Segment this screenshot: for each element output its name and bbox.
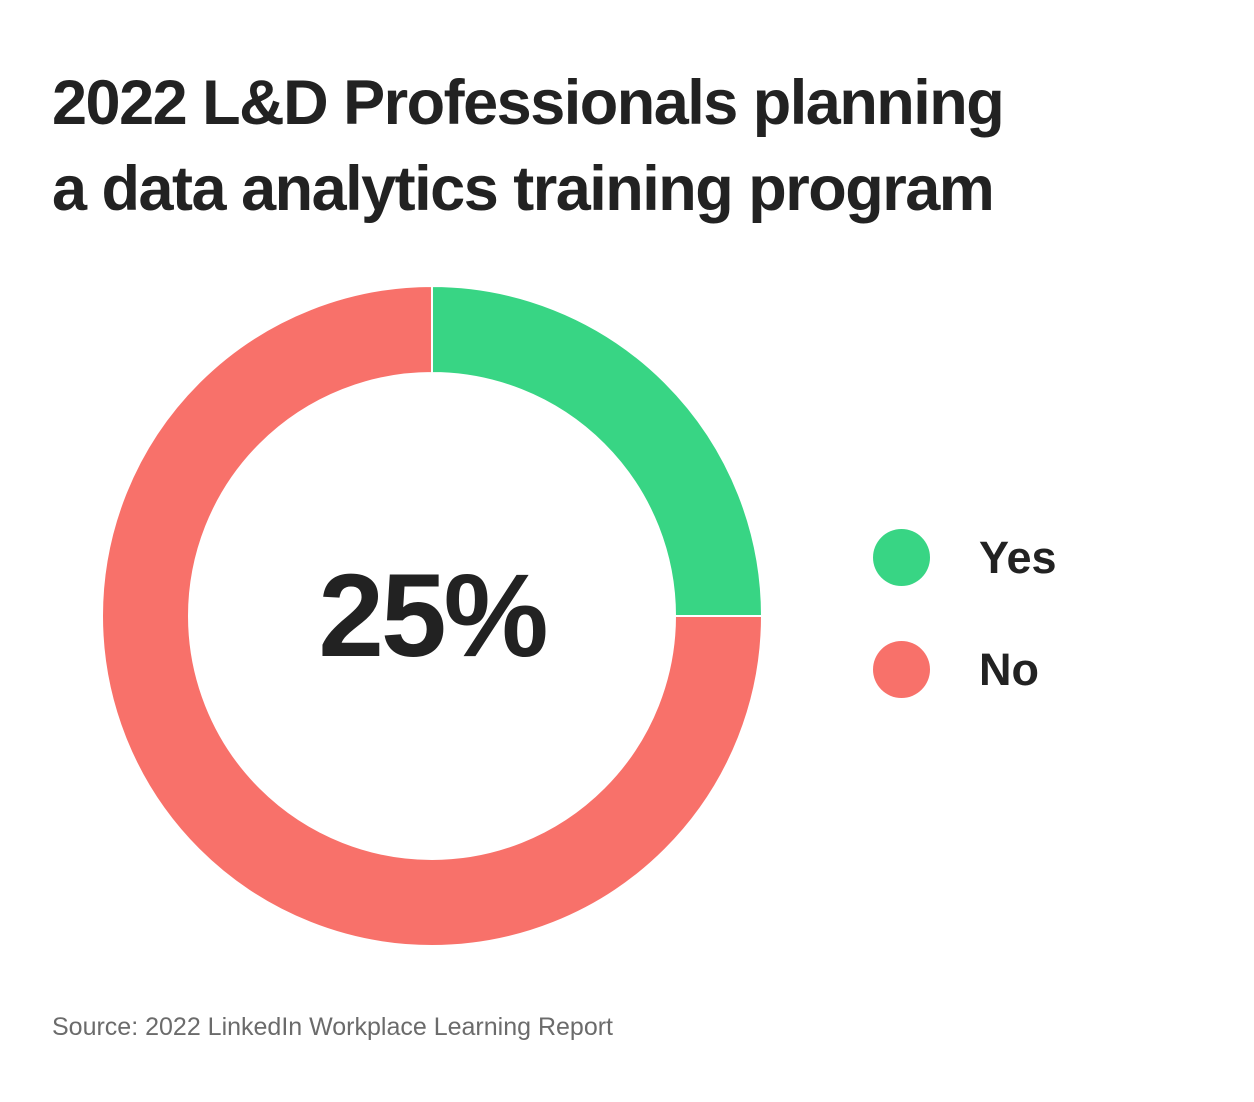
legend-swatch-no: [873, 641, 930, 698]
donut-slice-yes[interactable]: [431, 284, 764, 617]
chart-title-line-1: 2022 L&D Professionals planning: [52, 68, 1005, 138]
donut-slices: [101, 284, 764, 947]
donut-center-label: 25%: [318, 550, 545, 682]
donut-slice-no[interactable]: [101, 284, 764, 947]
legend-label-yes: Yes: [979, 532, 1057, 583]
chart-title: 2022 L&D Professionals planning a data a…: [52, 60, 1202, 232]
legend-swatch-yes: [873, 529, 930, 586]
chart-title-line-2: a data analytics training program: [52, 154, 995, 224]
source-note: Source: 2022 LinkedIn Workplace Learning…: [52, 1013, 613, 1041]
legend-label-no: No: [979, 644, 1039, 695]
